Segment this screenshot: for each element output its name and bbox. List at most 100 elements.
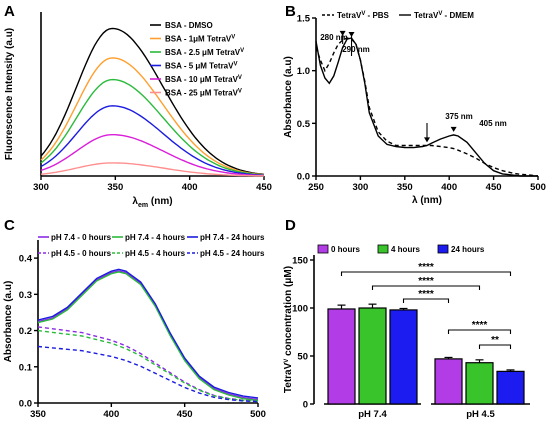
a-legend-label-4-sup: V [238, 75, 242, 81]
panel-a-letter: A [4, 3, 15, 20]
c-series-line-0 [37, 270, 259, 401]
a-legend-label-5-sup: V [238, 89, 242, 95]
c-legend-label-2: pH 7.4 - 24 hours [200, 233, 265, 242]
a-x-axis-label-sub: em [138, 202, 148, 209]
b-annotation-0: 280 nm [320, 33, 348, 42]
d-category-label-0: pH 7.4 [358, 409, 387, 420]
d-bar-1-1 [465, 362, 494, 405]
c-legend-label-4: pH 4.5 - 4 hours [125, 249, 186, 258]
c-series-line-2 [37, 268, 259, 399]
c-x-tick-label-3: 500 [250, 409, 266, 420]
b-x-tick-label-3: 400 [441, 182, 457, 193]
d-y-axis-label-rest: concentration (μM) [283, 266, 294, 359]
d-bar-1-2 [496, 370, 525, 405]
b-x-axis-label: λ (nm) [412, 195, 442, 206]
b-annotation-arrowhead-0 [339, 30, 346, 36]
b-y-tick-label-2: 1.0 [297, 66, 310, 77]
d-sig-bracket-0 [340, 271, 512, 276]
a-legend-label-5-main: BSA - 25 μM TetraV [165, 89, 239, 98]
c-x-tick-label-2: 450 [177, 409, 193, 420]
c-y-tick-label-1: 0.1 [19, 362, 33, 373]
d-y-tick-label-2: 100 [292, 304, 308, 315]
d-sig-label-0: **** [418, 262, 434, 273]
a-x-tick-label-2: 400 [182, 182, 198, 193]
a-x-axis-label-rest: (nm) [148, 196, 172, 207]
d-sig-bracket-4 [478, 344, 512, 349]
b-x-tick-label-2: 350 [397, 182, 413, 193]
d-legend-swatch-0 [317, 244, 329, 254]
b-x-tick-label-1: 300 [352, 182, 368, 193]
d-y-tick-label-3: 150 [292, 256, 308, 267]
a-x-axis-label-main: λ [132, 196, 138, 207]
b-series-line-1 [315, 37, 538, 177]
a-series-line-5 [40, 162, 265, 177]
b-y-tick-label-0: 0.0 [297, 172, 310, 183]
c-series-line-5 [37, 345, 259, 403]
a-series-line-2 [40, 78, 265, 176]
a-x-tick-label-0: 300 [33, 182, 49, 193]
c-y-tick-label-3: 0.3 [19, 290, 32, 301]
c-y-axis-label: Absorbance (a.u) [3, 281, 14, 363]
c-series-line-1 [37, 271, 259, 402]
panel-c-letter: C [4, 217, 15, 234]
c-legend-label-0: pH 7.4 - 0 hours [51, 233, 112, 242]
a-legend-label-1-main: BSA - 1μM TetraV [165, 35, 232, 44]
d-legend-label-0: 0 hours [331, 245, 360, 254]
b-annotation-arrowhead-1 [348, 31, 355, 37]
a-legend-label-3-main: BSA - 5 μM TetraV [165, 62, 234, 71]
b-x-tick-label-4: 450 [486, 182, 502, 193]
a-x-tick-label-3: 450 [256, 182, 272, 193]
b-annotation-1: 290 nm [342, 45, 370, 54]
d-y-axis-label: TetraVV concentration (μM) [283, 266, 294, 393]
d-y-axis-label-sup: V [284, 359, 290, 363]
d-legend-label-2: 24 hours [451, 245, 485, 254]
b-annotation-2: 375 nm [445, 112, 473, 121]
d-bar-0-1 [358, 307, 387, 405]
c-x-tick-label-1: 400 [103, 409, 119, 420]
b-annotation-arrowhead-2 [424, 137, 430, 143]
a-legend-label-2-sup: V [240, 48, 244, 54]
b-legend-label-1: TetraVV - DMEM [414, 11, 474, 20]
a-x-axis-label: λem (nm) [132, 196, 172, 209]
d-legend-swatch-1 [377, 244, 389, 254]
a-series-line-3 [40, 105, 265, 176]
a-legend-label-4-main: BSA - 10 μM TetraV [165, 75, 239, 84]
d-bar-0-2 [389, 309, 418, 405]
c-series-line-3 [37, 326, 259, 402]
c-legend-label-1: pH 7.4 - 4 hours [125, 233, 186, 242]
a-x-tick-label-1: 350 [107, 182, 123, 193]
a-legend-label-1: BSA - 1μM TetraVV [165, 35, 235, 44]
d-sig-bracket-1 [371, 285, 481, 290]
d-sig-label-4: ** [491, 335, 499, 346]
a-legend-label-0: BSA - DMSO [165, 21, 213, 30]
a-legend-label-3-sup: V [233, 62, 237, 68]
d-y-tick-label-1: 50 [297, 352, 308, 363]
d-bar-1-0 [434, 358, 463, 405]
d-y-axis-label-main: TetraV [283, 362, 294, 393]
panel-c: C 350 400 450 500 0.0 0.1 0.2 0.3 0.4 Absorbance … [3, 217, 266, 420]
panel-d-letter: D [285, 217, 296, 234]
b-legend-label-0-rest: - PBS [365, 11, 389, 20]
b-annotation-3: 405 nm [479, 119, 507, 128]
c-y-tick-label-2: 0.2 [19, 326, 32, 337]
c-y-tick-label-0: 0.0 [19, 399, 32, 410]
d-y-tick-label-0: 0 [303, 400, 308, 411]
a-legend-label-5: BSA - 25 μM TetraVV [165, 89, 242, 98]
d-sig-bracket-2 [402, 298, 450, 303]
a-legend-label-2: BSA - 2.5 μM TetraVV [165, 48, 244, 57]
c-x-tick-label-0: 350 [30, 409, 46, 420]
panel-b-letter: B [285, 3, 296, 20]
a-legend-label-4: BSA - 10 μM TetraVV [165, 75, 242, 84]
a-legend-label-3: BSA - 5 μM TetraVV [165, 62, 237, 71]
d-sig-label-2: **** [418, 289, 434, 300]
d-legend-label-1: 4 hours [391, 245, 420, 254]
b-x-tick-label-0: 250 [308, 182, 324, 193]
a-series-line-0 [40, 27, 265, 176]
a-series-line-4 [40, 134, 264, 177]
d-sig-bracket-3 [447, 329, 512, 334]
a-legend-label-2-main: BSA - 2.5 μM TetraV [165, 48, 241, 57]
a-legend-label-1-sup: V [231, 35, 235, 41]
b-annotation-arrowhead-3 [450, 126, 457, 132]
